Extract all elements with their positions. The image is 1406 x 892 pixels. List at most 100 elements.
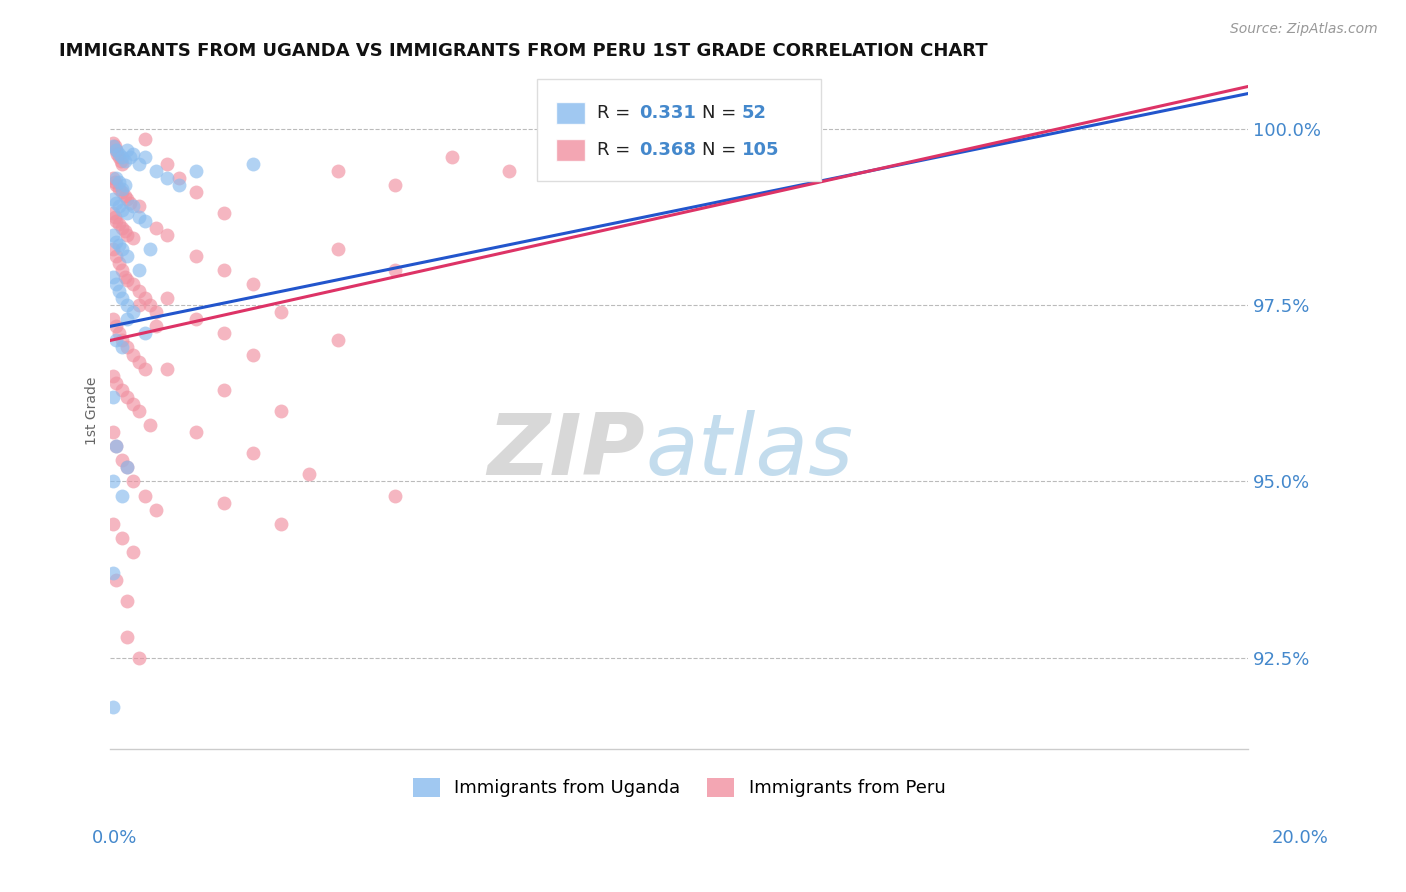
Point: [117, 206, 139, 220]
Point: [139, 417, 162, 432]
Point: [270, 305, 292, 319]
Point: [105, 319, 128, 334]
Point: [167, 178, 190, 193]
Text: R =: R =: [598, 141, 637, 160]
Point: [242, 347, 264, 361]
Point: [103, 227, 125, 242]
Point: [156, 157, 179, 171]
Point: [120, 195, 142, 210]
Point: [128, 298, 150, 312]
Point: [103, 171, 125, 186]
Point: [134, 213, 156, 227]
Point: [212, 495, 235, 509]
Point: [117, 341, 139, 355]
Point: [242, 446, 264, 460]
Point: [384, 263, 406, 277]
Point: [111, 157, 134, 171]
Point: [128, 199, 150, 213]
Point: [117, 312, 139, 326]
Point: [184, 186, 207, 200]
Point: [184, 249, 207, 263]
Point: [184, 312, 207, 326]
Point: [117, 193, 139, 207]
Point: [114, 153, 136, 168]
Point: [270, 404, 292, 418]
Point: [326, 242, 349, 256]
Text: 20.0%: 20.0%: [1272, 829, 1329, 847]
Point: [122, 277, 145, 291]
Point: [128, 404, 150, 418]
Point: [122, 199, 145, 213]
Point: [117, 249, 139, 263]
Point: [111, 291, 134, 305]
Point: [156, 291, 179, 305]
Point: [103, 269, 125, 284]
Point: [105, 334, 128, 348]
Point: [105, 146, 128, 161]
Point: [103, 390, 125, 404]
Point: [111, 489, 134, 503]
Point: [184, 425, 207, 439]
Point: [103, 425, 125, 439]
Point: [212, 383, 235, 397]
Point: [111, 150, 134, 164]
Point: [326, 164, 349, 178]
Point: [139, 242, 162, 256]
Point: [108, 150, 131, 164]
Point: [117, 460, 139, 475]
Point: [134, 291, 156, 305]
Point: [122, 475, 145, 489]
Point: [111, 186, 134, 200]
Point: [111, 334, 134, 348]
Point: [105, 249, 128, 263]
Point: [105, 195, 128, 210]
Point: [145, 305, 167, 319]
Text: atlas: atlas: [645, 410, 853, 493]
Point: [128, 157, 150, 171]
Point: [498, 164, 520, 178]
Point: [128, 284, 150, 298]
Point: [111, 341, 134, 355]
Point: [134, 326, 156, 341]
Point: [103, 368, 125, 383]
Point: [122, 545, 145, 559]
Point: [105, 376, 128, 390]
Text: Source: ZipAtlas.com: Source: ZipAtlas.com: [1230, 22, 1378, 37]
Point: [104, 139, 127, 153]
Point: [108, 199, 131, 213]
Point: [117, 390, 139, 404]
Point: [212, 326, 235, 341]
Point: [128, 210, 150, 224]
Point: [105, 439, 128, 453]
Point: [384, 489, 406, 503]
Point: [384, 178, 406, 193]
Point: [242, 277, 264, 291]
Point: [134, 361, 156, 376]
Point: [145, 319, 167, 334]
Point: [105, 143, 128, 157]
Text: 0.331: 0.331: [640, 104, 696, 122]
Y-axis label: 1st Grade: 1st Grade: [86, 376, 100, 445]
Point: [145, 502, 167, 516]
Point: [134, 150, 156, 164]
Point: [103, 136, 125, 150]
Point: [117, 298, 139, 312]
Point: [117, 630, 139, 644]
Point: [212, 206, 235, 220]
Point: [108, 284, 131, 298]
Point: [105, 178, 128, 193]
Point: [105, 235, 128, 249]
FancyBboxPatch shape: [557, 103, 585, 124]
Point: [156, 227, 179, 242]
Point: [270, 516, 292, 531]
Legend: Immigrants from Uganda, Immigrants from Peru: Immigrants from Uganda, Immigrants from …: [405, 771, 953, 805]
Point: [108, 217, 131, 231]
Point: [145, 164, 167, 178]
Point: [103, 139, 125, 153]
Point: [242, 157, 264, 171]
Point: [105, 573, 128, 587]
Point: [122, 146, 145, 161]
Point: [104, 210, 127, 224]
Text: 52: 52: [742, 104, 766, 122]
Text: 105: 105: [742, 141, 779, 160]
